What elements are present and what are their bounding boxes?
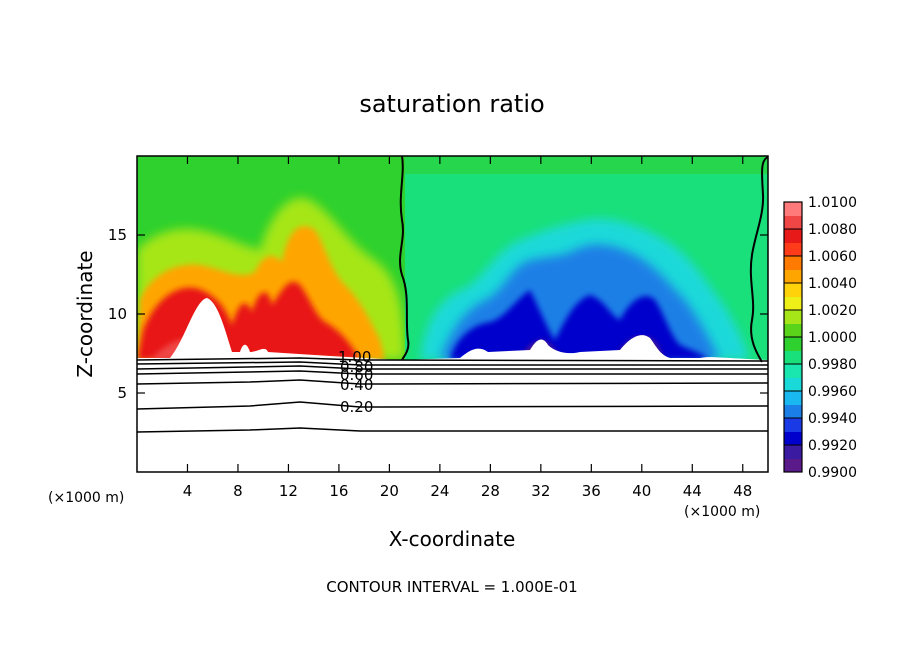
colorbar-label: 0.9980 bbox=[808, 357, 857, 373]
x-unit-left: (×1000 m) bbox=[48, 490, 124, 506]
colorbar-swatch bbox=[784, 269, 802, 284]
colorbar-swatch bbox=[784, 242, 802, 257]
y-tick-label: 15 bbox=[108, 226, 127, 244]
colorbar-swatch bbox=[784, 229, 802, 243]
x-tick-label: 20 bbox=[380, 482, 399, 500]
colorbar-swatch bbox=[784, 391, 802, 405]
y-axis: 5 10 15 bbox=[108, 226, 768, 402]
colorbar-label: 0.9960 bbox=[808, 384, 857, 400]
colorbar-swatch bbox=[784, 283, 802, 297]
colorbar-label: 1.0020 bbox=[808, 303, 857, 319]
colorbar-label: 0.9940 bbox=[808, 411, 857, 427]
y-axis-label: Z-coordinate bbox=[73, 250, 97, 377]
colorbar-label: 1.0100 bbox=[808, 195, 857, 211]
colorbar-swatch bbox=[784, 364, 802, 378]
x-tick-label: 28 bbox=[481, 482, 500, 500]
colorbar-swatch bbox=[784, 445, 802, 459]
colorbar-swatch bbox=[784, 215, 802, 230]
y-tick-label: 5 bbox=[117, 384, 127, 402]
region-top-band bbox=[405, 156, 768, 174]
colorbar-swatch bbox=[784, 418, 802, 432]
x-tick-label: 12 bbox=[279, 482, 298, 500]
colorbar-swatch bbox=[784, 458, 802, 473]
contour-label-3: 0.60 bbox=[340, 366, 373, 384]
x-tick-label: 48 bbox=[733, 482, 752, 500]
contour-label-group: 1.00 0.80 0.60 0.40 0.20 bbox=[338, 348, 373, 416]
x-unit-right: (×1000 m) bbox=[684, 504, 760, 520]
x-tick-label: 40 bbox=[632, 482, 651, 500]
saturation-field bbox=[137, 156, 768, 472]
contour-label-1: 1.00 bbox=[338, 348, 371, 366]
colorbar-swatch bbox=[784, 377, 802, 392]
colorbar-label: 1.0080 bbox=[808, 222, 857, 238]
x-tick-label: 32 bbox=[531, 482, 550, 500]
contour-interval-note: CONTOUR INTERVAL = 1.000E-01 bbox=[326, 578, 577, 596]
colorbar-label: 0.9900 bbox=[808, 465, 857, 481]
colorbar-swatch bbox=[784, 323, 802, 338]
colorbar-swatch bbox=[784, 404, 802, 419]
x-tick-label: 4 bbox=[183, 482, 193, 500]
contour-label-2: 0.80 bbox=[340, 358, 373, 376]
contour-label-5: 0.20 bbox=[340, 398, 373, 416]
x-tick-label: 24 bbox=[430, 482, 449, 500]
x-tick-label: 44 bbox=[683, 482, 702, 500]
x-axis: 4 8 12 16 20 24 28 32 36 40 44 48 bbox=[183, 156, 752, 500]
colorbar-label: 1.0060 bbox=[808, 249, 857, 265]
colorbar-swatch bbox=[784, 296, 802, 311]
colorbar-swatch bbox=[784, 350, 802, 365]
y-tick-label: 10 bbox=[108, 305, 127, 323]
chart-title: saturation ratio bbox=[359, 90, 544, 118]
x-axis-label: X-coordinate bbox=[389, 527, 516, 551]
contour-label-4: 0.40 bbox=[340, 376, 373, 394]
colorbar-label: 1.0000 bbox=[808, 330, 857, 346]
colorbar-label: 0.9920 bbox=[808, 438, 857, 454]
colorbar-swatch bbox=[784, 431, 802, 446]
x-tick-label: 36 bbox=[582, 482, 601, 500]
x-tick-label: 8 bbox=[233, 482, 243, 500]
colorbar-swatch bbox=[784, 202, 802, 216]
colorbar-swatch bbox=[784, 310, 802, 324]
contour-boundary-middle bbox=[399, 155, 410, 361]
colorbar: 1.0100 1.0080 1.0060 1.0040 1.0020 1.0000 0.99… bbox=[783, 195, 857, 481]
lower-contours bbox=[136, 357, 769, 433]
colorbar-swatch bbox=[784, 337, 802, 351]
contour-boundary-right bbox=[749, 156, 769, 363]
x-tick-label: 16 bbox=[329, 482, 348, 500]
colorbar-label: 1.0040 bbox=[808, 276, 857, 292]
colorbar-swatch bbox=[784, 256, 802, 270]
